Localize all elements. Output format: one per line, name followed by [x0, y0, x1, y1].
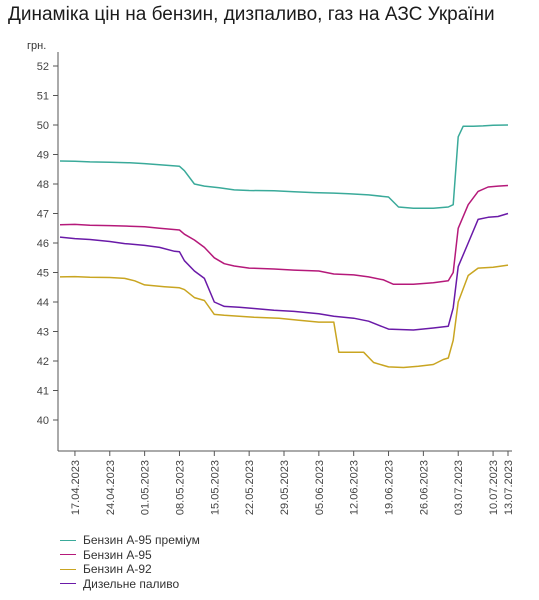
legend-label: Бензин А-92	[83, 562, 152, 577]
y-tick-label: 49	[37, 150, 49, 162]
legend-label: Дизельне паливо	[83, 576, 180, 591]
legend-label: Бензин А-95 преміум	[83, 533, 200, 548]
x-tick-label: 08.05.2023	[174, 460, 186, 515]
y-tick-label: 52	[37, 61, 49, 73]
chart-legend: Бензин А-95 преміум Бензин А-95 Бензин А-9…	[60, 533, 200, 591]
y-tick-label: 50	[37, 120, 49, 132]
x-tick-label: 26.06.2023	[418, 460, 430, 515]
series-line-2	[59, 184, 509, 286]
x-tick-label: 13.07.2023	[503, 460, 515, 515]
series-line-3	[59, 264, 509, 369]
legend-label: Бензин А-95	[83, 547, 152, 562]
y-tick-label: 40	[37, 415, 49, 427]
y-tick-label: 43	[37, 327, 49, 339]
y-tick-label: 48	[37, 179, 49, 191]
y-tick-label: 44	[37, 297, 49, 309]
legend-swatch	[60, 568, 76, 570]
x-tick-label: 17.04.2023	[70, 460, 82, 515]
x-tick-label: 12.06.2023	[349, 460, 361, 515]
x-tick-label: 03.07.2023	[453, 460, 465, 515]
chart-title: Динаміка цін на бензин, дизпаливо, газ н…	[8, 4, 495, 25]
x-tick-label: 22.05.2023	[244, 460, 256, 515]
series-line-4	[59, 212, 509, 331]
y-tick-label: 41	[37, 386, 49, 398]
y-tick-label: 42	[37, 356, 49, 368]
y-tick-label: 47	[37, 209, 49, 221]
series-line-1	[59, 124, 509, 209]
x-tick-label: 15.05.2023	[209, 460, 221, 515]
x-tick-label: 10.07.2023	[488, 460, 500, 515]
legend-item: Дизельне паливо	[60, 577, 200, 592]
legend-item: Бензин А-92	[60, 562, 200, 577]
y-tick-label: 51	[37, 91, 49, 103]
legend-swatch	[60, 583, 76, 585]
y-tick-label: 45	[37, 268, 49, 280]
x-tick-label: 19.06.2023	[384, 460, 396, 515]
legend-swatch	[60, 539, 76, 541]
legend-item: Бензин А-95 преміум	[60, 533, 200, 548]
y-tick-label: 46	[37, 238, 49, 250]
y-axis-unit-label: грн.	[27, 40, 47, 52]
x-tick-label: 05.06.2023	[314, 460, 326, 515]
legend-item: Бензин А-95	[60, 548, 200, 563]
x-tick-label: 24.04.2023	[105, 460, 117, 515]
x-tick-label: 01.05.2023	[140, 460, 152, 515]
x-tick-label: 29.05.2023	[279, 460, 291, 515]
legend-swatch	[60, 554, 76, 556]
